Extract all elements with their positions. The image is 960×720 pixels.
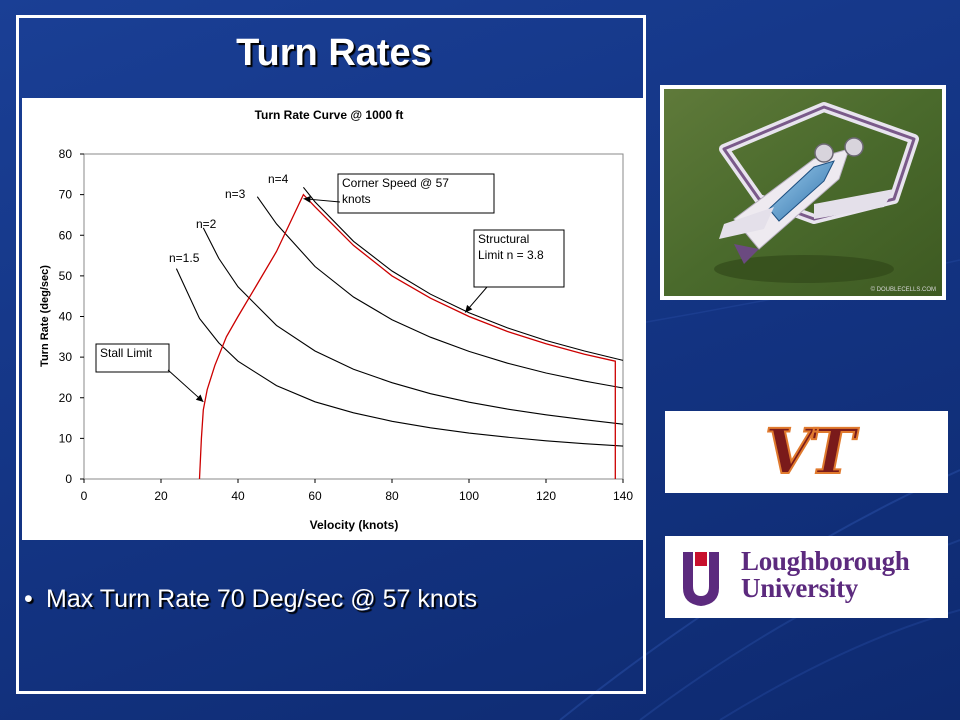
turn-rate-chart: Turn Rate Curve @ 1000 ft 0 20 40 60 80 100 12…: [39, 108, 634, 532]
annotation-text: Corner Speed @ 57: [342, 176, 449, 190]
series-label: n=2: [196, 217, 217, 231]
annotation-text: Stall Limit: [100, 346, 153, 360]
content-frame: [16, 15, 646, 694]
aircraft-photo-frame: © DOUBLECELLS.COM: [660, 85, 946, 300]
y-axis-label: Turn Rate (deg/sec): [39, 265, 51, 367]
bullet-text: Max Turn Rate 70 Deg/sec @ 57 knots: [46, 585, 478, 613]
y-tick-label: 60: [59, 228, 73, 242]
series-label: n=3: [225, 187, 246, 201]
x-tick-label: 80: [385, 489, 399, 503]
series-n-2: [202, 227, 624, 425]
bullet-dot: •: [24, 585, 33, 613]
labels-layer: n=1.5 n=2 n=3 n=4 Corner Speed @ 57 knots Stru…: [95, 172, 565, 403]
annotation-box: [337, 173, 495, 214]
loughborough-wordmark: Loughborough University: [741, 548, 910, 602]
y-tick-label: 10: [59, 431, 73, 445]
series-label: n=4: [268, 172, 289, 186]
y-tick-label: 80: [59, 147, 73, 161]
annotation-box: [473, 229, 565, 288]
x-tick-label: 100: [459, 489, 479, 503]
aircraft-photo: © DOUBLECELLS.COM: [664, 89, 942, 296]
annotation-text: Structural: [478, 232, 529, 246]
annotation-text: knots: [342, 192, 371, 206]
annotation: Structural Limit n = 3.8: [464, 229, 565, 313]
annotation-arrowhead: [465, 304, 473, 313]
series-label: n=1.5: [169, 251, 200, 265]
x-tick-label: 20: [154, 489, 168, 503]
annotation-text: Limit n = 3.8: [478, 248, 544, 262]
chart-area: Turn Rate Curve @ 1000 ft 0 20 40 60 80 100 12…: [22, 98, 643, 540]
x-tick-label: 140: [613, 489, 633, 503]
y-tick-label: 20: [59, 391, 73, 405]
loughborough-logo-box: Loughborough University: [665, 536, 948, 618]
y-tick-label: 70: [59, 188, 73, 202]
series-n-3: [256, 196, 624, 389]
x-tick-label: 0: [81, 489, 88, 503]
x-axis-label: Velocity (knots): [310, 518, 399, 532]
x-tick-label: 60: [308, 489, 322, 503]
annotation-arrowhead: [195, 394, 204, 402]
slide-title: Turn Rates: [236, 32, 432, 74]
y-tick-label: 40: [59, 310, 73, 324]
y-tick-label: 0: [65, 472, 72, 486]
axes: 0 20 40 60 80 100 120 140 0 10 20 30 40 50 60 70 80: [59, 147, 634, 503]
bullet-item: • Max Turn Rate 70 Deg/sec @ 57 knots: [24, 585, 634, 614]
annotation-box: [95, 343, 170, 373]
x-tick-label: 120: [536, 489, 556, 503]
annotation-arrow: [167, 369, 204, 403]
vt-logo-text: VT: [765, 415, 859, 488]
vt-logo: VT: [764, 414, 864, 489]
y-tick-label: 30: [59, 350, 73, 364]
chart-title: Turn Rate Curve @ 1000 ft: [255, 108, 404, 122]
loughborough-crest-icon: [683, 552, 719, 606]
university-word: University: [741, 573, 858, 603]
annotation: Corner Speed @ 57 knots: [303, 173, 495, 214]
annotation-arrowhead: [303, 195, 311, 203]
annotation: Stall Limit: [95, 343, 204, 403]
series-n-4: [302, 186, 624, 361]
loughborough-name: Loughborough: [741, 546, 910, 576]
vt-logo-box: VT: [665, 411, 948, 493]
series-n-1-5: [175, 268, 624, 447]
y-tick-label: 50: [59, 269, 73, 283]
photo-watermark: © DOUBLECELLS.COM: [871, 286, 936, 293]
x-tick-label: 40: [231, 489, 245, 503]
